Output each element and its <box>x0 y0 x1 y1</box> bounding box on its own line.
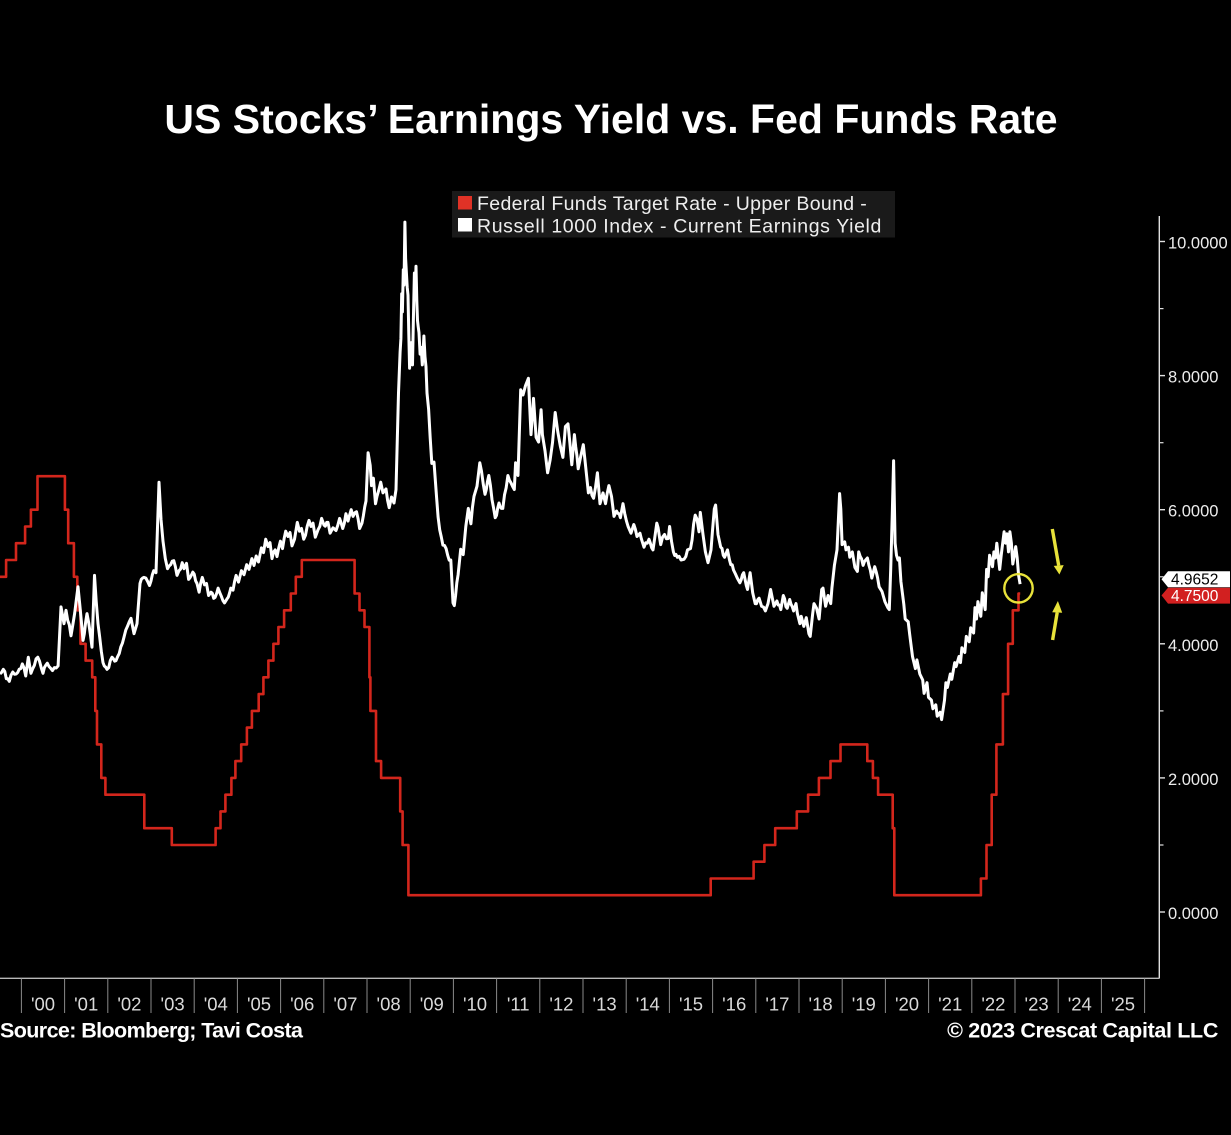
svg-text:'17: '17 <box>765 994 789 1015</box>
svg-text:'11: '11 <box>507 994 530 1015</box>
svg-text:'15: '15 <box>679 994 703 1015</box>
svg-text:0.0000: 0.0000 <box>1168 905 1218 923</box>
svg-text:'03: '03 <box>161 994 185 1015</box>
svg-text:'20: '20 <box>895 994 919 1015</box>
svg-text:'12: '12 <box>549 994 573 1015</box>
svg-text:4.9652: 4.9652 <box>1171 572 1218 589</box>
svg-text:'05: '05 <box>247 994 271 1015</box>
svg-text:2.0000: 2.0000 <box>1168 771 1218 789</box>
svg-text:'24: '24 <box>1068 994 1092 1015</box>
svg-text:'13: '13 <box>593 994 617 1015</box>
svg-text:'02: '02 <box>117 994 141 1015</box>
svg-text:'14: '14 <box>636 994 660 1015</box>
svg-text:'07: '07 <box>333 994 357 1015</box>
svg-text:'21: '21 <box>938 994 962 1015</box>
svg-text:'04: '04 <box>204 994 228 1015</box>
svg-text:Russell 1000 Index - Current E: Russell 1000 Index - Current Earnings Yi… <box>477 216 882 238</box>
svg-text:6.0000: 6.0000 <box>1168 503 1218 521</box>
svg-text:10.0000: 10.0000 <box>1168 235 1228 253</box>
svg-text:'09: '09 <box>420 994 444 1015</box>
svg-text:4.7500: 4.7500 <box>1171 588 1219 605</box>
svg-text:'25: '25 <box>1111 994 1135 1015</box>
svg-text:'01: '01 <box>74 994 98 1015</box>
svg-text:'22: '22 <box>981 994 1005 1015</box>
svg-text:US Stocks’ Earnings Yield vs.: US Stocks’ Earnings Yield vs. Fed Funds … <box>164 96 1057 142</box>
svg-text:'19: '19 <box>852 994 876 1015</box>
svg-text:'23: '23 <box>1025 994 1049 1015</box>
svg-text:© 2023 Crescat Capital LLC: © 2023 Crescat Capital LLC <box>947 1019 1218 1043</box>
svg-text:4.0000: 4.0000 <box>1168 637 1218 655</box>
svg-text:'16: '16 <box>722 994 746 1015</box>
svg-text:'08: '08 <box>377 994 401 1015</box>
svg-text:'00: '00 <box>31 994 55 1015</box>
svg-text:8.0000: 8.0000 <box>1168 369 1218 387</box>
svg-text:Source: Bloomberg; Tavi Costa: Source: Bloomberg; Tavi Costa <box>0 1019 304 1043</box>
svg-text:'06: '06 <box>290 994 314 1015</box>
svg-text:'10: '10 <box>463 994 487 1015</box>
svg-text:Federal Funds Target Rate - Up: Federal Funds Target Rate - Upper Bound … <box>477 193 867 215</box>
svg-text:'18: '18 <box>809 994 833 1015</box>
